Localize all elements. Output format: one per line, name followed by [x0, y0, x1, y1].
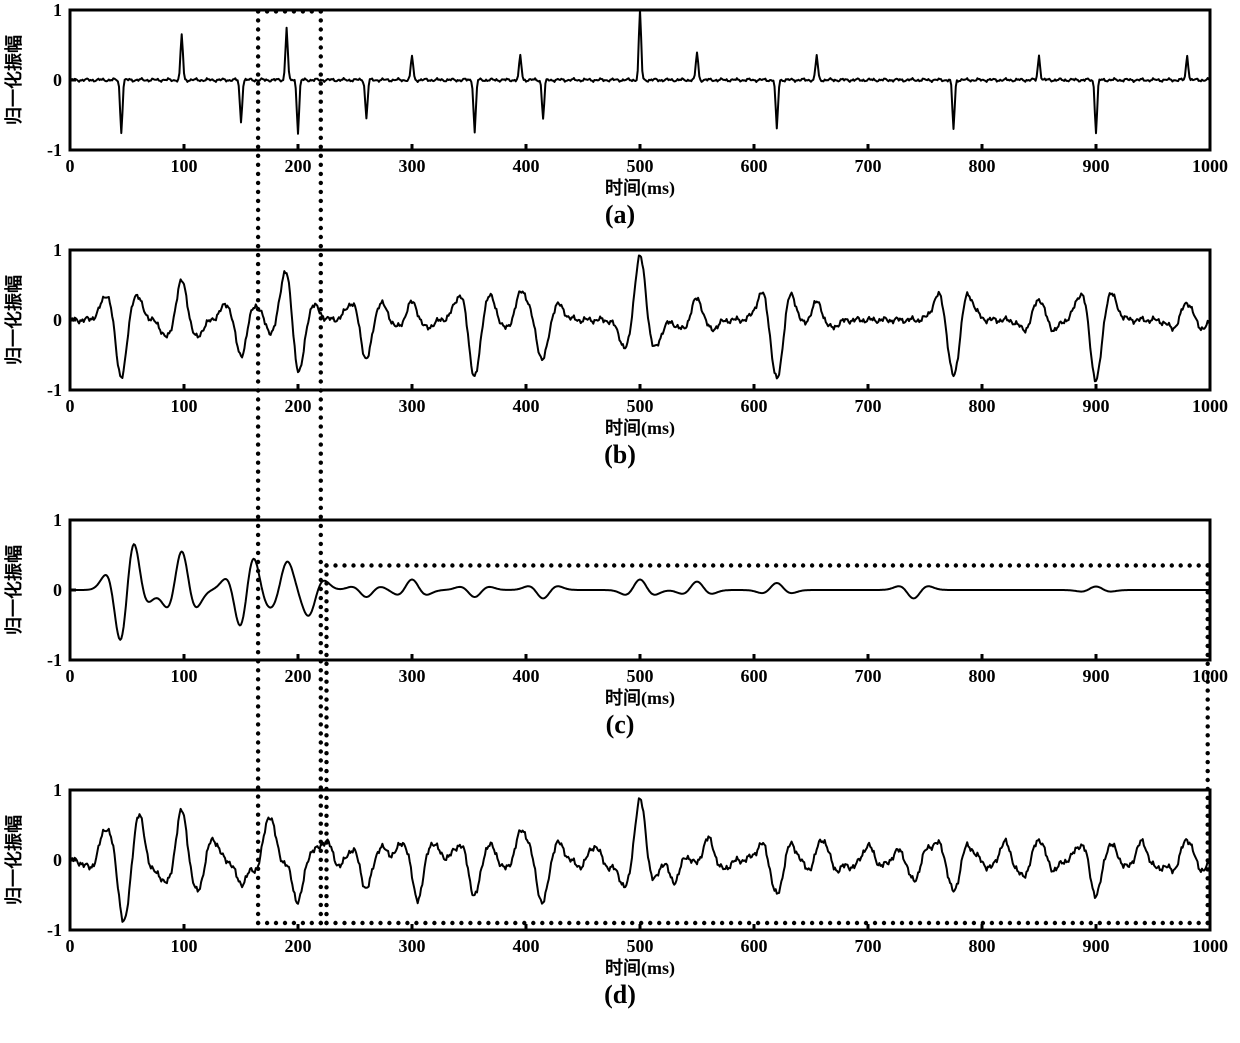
svg-text:500: 500	[627, 666, 654, 686]
svg-text:300: 300	[399, 396, 426, 416]
svg-text:0: 0	[66, 396, 75, 416]
svg-text:400: 400	[513, 666, 540, 686]
svg-text:100: 100	[171, 396, 198, 416]
svg-text:900: 900	[1083, 156, 1110, 176]
svg-text:0: 0	[53, 70, 62, 90]
svg-text:1: 1	[53, 510, 62, 530]
subplot-label-a: (a)	[0, 200, 1240, 230]
svg-text:700: 700	[855, 396, 882, 416]
svg-text:600: 600	[741, 156, 768, 176]
svg-text:300: 300	[399, 666, 426, 686]
svg-text:100: 100	[171, 936, 198, 956]
svg-text:0: 0	[66, 666, 75, 686]
svg-text:1000: 1000	[1192, 396, 1228, 416]
svg-text:900: 900	[1083, 936, 1110, 956]
figure-root: 01002003004005006007008009001000-101时间(m…	[0, 0, 1240, 1043]
svg-text:700: 700	[855, 156, 882, 176]
svg-text:700: 700	[855, 936, 882, 956]
subplot-label-d: (d)	[0, 980, 1240, 1010]
svg-text:归一化振幅: 归一化振幅	[3, 815, 24, 905]
svg-text:500: 500	[627, 396, 654, 416]
svg-text:0: 0	[66, 156, 75, 176]
svg-text:归一化振幅: 归一化振幅	[3, 275, 24, 365]
svg-text:0: 0	[53, 580, 62, 600]
svg-text:200: 200	[285, 936, 312, 956]
svg-text:200: 200	[285, 396, 312, 416]
svg-text:800: 800	[969, 666, 996, 686]
svg-text:700: 700	[855, 666, 882, 686]
svg-text:400: 400	[513, 156, 540, 176]
svg-text:500: 500	[627, 156, 654, 176]
svg-text:400: 400	[513, 396, 540, 416]
svg-text:800: 800	[969, 396, 996, 416]
svg-text:1000: 1000	[1192, 666, 1228, 686]
svg-text:800: 800	[969, 936, 996, 956]
svg-text:400: 400	[513, 936, 540, 956]
svg-text:-1: -1	[47, 920, 62, 940]
subplot-label-b: (b)	[0, 440, 1240, 470]
svg-text:900: 900	[1083, 666, 1110, 686]
svg-text:1000: 1000	[1192, 936, 1228, 956]
svg-text:时间(ms): 时间(ms)	[605, 688, 675, 709]
svg-text:1: 1	[53, 240, 62, 260]
svg-text:300: 300	[399, 936, 426, 956]
svg-text:0: 0	[53, 310, 62, 330]
svg-text:时间(ms): 时间(ms)	[605, 418, 675, 439]
svg-text:-1: -1	[47, 140, 62, 160]
svg-text:600: 600	[741, 666, 768, 686]
svg-text:900: 900	[1083, 396, 1110, 416]
svg-text:600: 600	[741, 936, 768, 956]
multi-panel-plot: 01002003004005006007008009001000-101时间(m…	[0, 0, 1240, 1043]
svg-text:600: 600	[741, 396, 768, 416]
svg-text:0: 0	[53, 850, 62, 870]
svg-text:300: 300	[399, 156, 426, 176]
svg-text:-1: -1	[47, 380, 62, 400]
svg-text:归一化振幅: 归一化振幅	[3, 35, 24, 125]
svg-text:1: 1	[53, 780, 62, 800]
svg-text:1: 1	[53, 0, 62, 20]
svg-text:时间(ms): 时间(ms)	[605, 178, 675, 199]
svg-text:100: 100	[171, 156, 198, 176]
svg-text:800: 800	[969, 156, 996, 176]
svg-text:1000: 1000	[1192, 156, 1228, 176]
svg-text:-1: -1	[47, 650, 62, 670]
svg-text:0: 0	[66, 936, 75, 956]
svg-text:时间(ms): 时间(ms)	[605, 958, 675, 979]
svg-text:200: 200	[285, 156, 312, 176]
svg-text:200: 200	[285, 666, 312, 686]
subplot-label-c: (c)	[0, 710, 1240, 740]
svg-text:500: 500	[627, 936, 654, 956]
svg-text:归一化振幅: 归一化振幅	[3, 545, 24, 635]
svg-text:100: 100	[171, 666, 198, 686]
